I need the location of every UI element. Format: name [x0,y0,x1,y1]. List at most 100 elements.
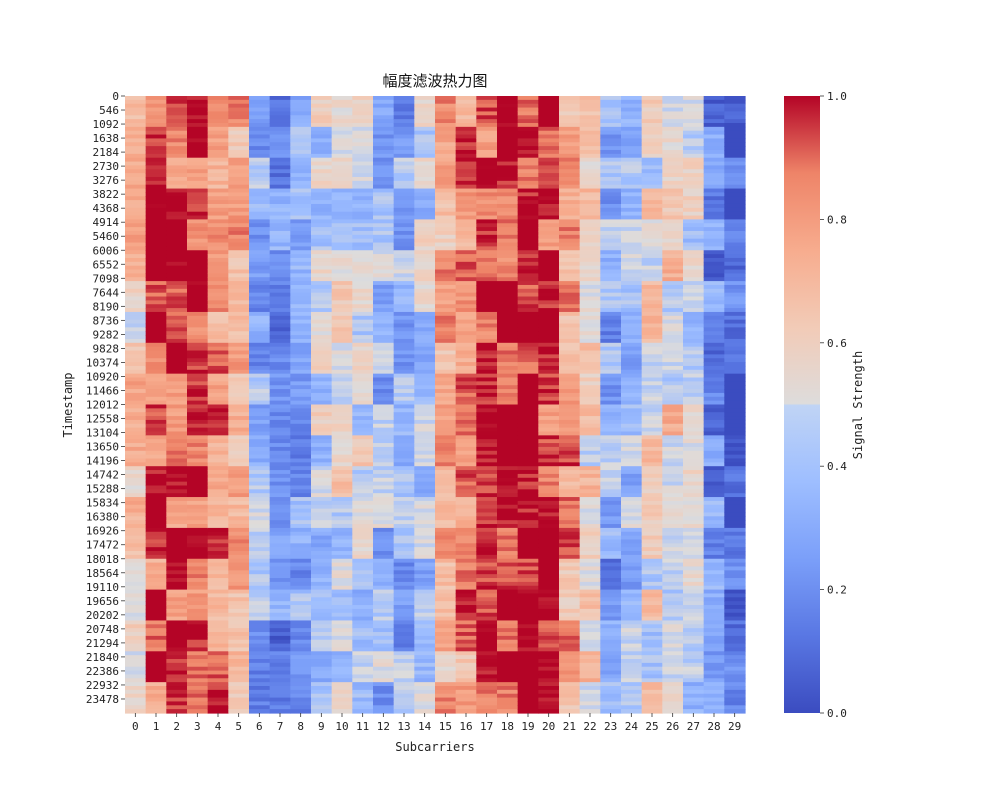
heatmap-cell [228,234,250,240]
heatmap-cell [703,566,725,571]
heatmap-cell [662,188,684,194]
heatmap-cell [352,520,374,525]
x-tick-label: 5 [235,720,242,733]
heatmap-cell [559,531,581,537]
heatmap-cell [683,628,705,633]
heatmap-cell [435,689,457,695]
heatmap-cell [435,497,457,502]
heatmap-cell [600,103,622,109]
heatmap-cell [703,392,725,398]
heatmap-cell [724,107,746,113]
heatmap-cell [517,196,539,201]
heatmap-cell [352,265,374,271]
heatmap-cell [641,470,663,475]
heatmap-cell [683,126,705,132]
heatmap-cell [538,319,560,325]
heatmap-cell [435,277,457,282]
heatmap-cell [455,369,477,375]
heatmap-cell [538,462,560,467]
heatmap-cell [683,566,705,571]
heatmap-cell [683,470,705,475]
heatmap-cell [579,211,601,217]
heatmap-cell [724,423,746,429]
heatmap-cell [393,512,415,517]
heatmap-cell [373,273,395,278]
heatmap-cell [145,115,167,120]
heatmap-cell [724,562,746,568]
heatmap-cell [538,481,560,487]
heatmap-cell [187,146,209,151]
heatmap-cell [724,304,746,309]
heatmap-cell [393,350,415,355]
heatmap-cell [290,200,312,205]
heatmap-cell [621,180,643,186]
heatmap-cell [641,589,663,595]
heatmap-cell [497,632,519,637]
heatmap-cell [166,161,188,167]
heatmap-cell [497,570,519,575]
heatmap-cell [435,292,457,298]
heatmap-cell [559,404,581,409]
heatmap-cell [600,412,622,417]
heatmap-cell [641,269,663,274]
heatmap-cell [497,670,519,676]
heatmap-cell [414,450,436,456]
heatmap-cell [517,350,539,355]
heatmap-cell [724,481,746,487]
heatmap-cell [538,230,560,236]
heatmap-cell [641,670,663,676]
heatmap-cell [207,369,229,375]
heatmap-cell [641,257,663,263]
heatmap-cell [476,466,498,471]
heatmap-cell [373,400,395,406]
heatmap-cell [249,701,271,706]
heatmap-cell [538,277,560,282]
heatmap-cell [393,443,415,448]
heatmap-cell [662,616,684,622]
heatmap-cell [703,165,725,170]
heatmap-cell [414,358,436,363]
heatmap-cell [331,674,353,679]
heatmap-cell [538,273,560,278]
heatmap-cell [435,578,457,583]
heatmap-cell [517,157,539,163]
heatmap-cell [579,477,601,483]
y-tick-label: 21294 [86,637,119,650]
heatmap-cell [579,153,601,159]
heatmap-cell [517,203,539,209]
heatmap-cell [393,392,415,398]
heatmap-cell [600,628,622,633]
heatmap-cell [559,103,581,109]
heatmap-cell [125,211,147,217]
heatmap-cell [662,284,684,290]
heatmap-cell [621,331,643,336]
heatmap-cell [497,157,519,163]
heatmap-cell [125,674,147,679]
heatmap-cell [393,111,415,116]
heatmap-cell [600,157,622,163]
heatmap-cell [249,215,271,220]
heatmap-cell [352,659,374,664]
heatmap-cell [435,520,457,525]
heatmap-cell [724,234,746,240]
heatmap-cell [579,246,601,251]
heatmap-cell [125,250,147,255]
heatmap-cell [559,485,581,490]
heatmap-cell [683,99,705,105]
heatmap-cell [579,350,601,355]
heatmap-cell [683,203,705,209]
heatmap-cell [311,562,333,568]
heatmap-cell [455,373,477,379]
y-tick-label: 5460 [93,230,120,243]
heatmap-cell [435,126,457,132]
heatmap-cell [207,99,229,105]
heatmap-cell [683,427,705,433]
heatmap-cell [352,250,374,255]
heatmap-cell [207,107,229,113]
heatmap-cell [579,412,601,417]
heatmap-cell [187,446,209,452]
heatmap-cell [269,358,291,363]
heatmap-cell [497,500,519,506]
heatmap-cell [683,512,705,517]
heatmap-cell [249,589,271,595]
